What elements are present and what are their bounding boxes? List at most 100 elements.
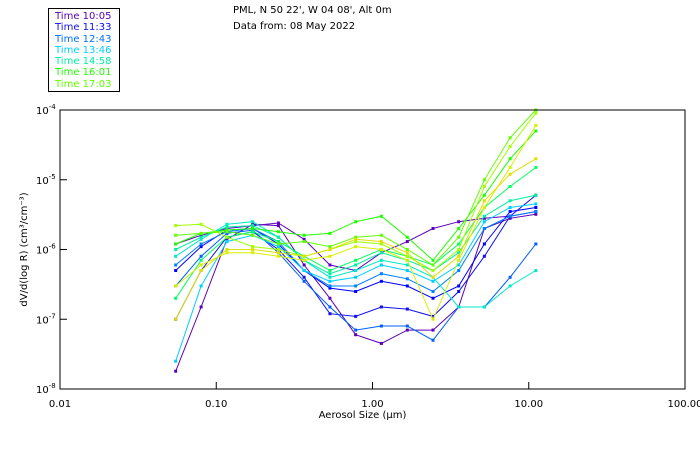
y-tick-label: 10-4 [36, 103, 56, 117]
data-point [405, 248, 409, 251]
data-point [199, 235, 203, 239]
data-point [354, 258, 358, 262]
data-point [534, 123, 538, 127]
data-point [431, 296, 435, 300]
data-point [174, 284, 178, 288]
data-point [534, 206, 538, 210]
data-point [482, 242, 486, 246]
data-point [457, 254, 461, 258]
data-point [405, 268, 409, 272]
data-point [457, 289, 461, 293]
data-point [508, 165, 512, 169]
data-point [457, 284, 461, 288]
data-point [199, 237, 203, 241]
x-tick-label: 1.00 [361, 399, 383, 410]
data-point [431, 328, 435, 332]
data-point [354, 284, 358, 288]
data-point [354, 328, 358, 332]
data-point [457, 235, 461, 239]
data-point [251, 233, 255, 237]
data-point [534, 129, 538, 133]
data-point [199, 263, 203, 267]
data-point [508, 172, 512, 176]
data-point [199, 242, 203, 246]
data-point [405, 307, 409, 311]
data-point [379, 272, 383, 276]
data-point [431, 338, 435, 342]
data-point [534, 111, 538, 115]
data-point [482, 305, 486, 309]
data-point [457, 258, 461, 262]
data-point [379, 279, 383, 283]
legend-entry: Time 14:58 [55, 56, 112, 68]
legend-entry: Time 16:01 [55, 67, 112, 79]
data-point [225, 248, 229, 251]
data-point [379, 233, 383, 237]
data-point [405, 240, 409, 244]
legend-entry: Time 17:03 [55, 78, 112, 90]
data-point [199, 305, 203, 309]
data-point [508, 210, 512, 214]
data-point [508, 275, 512, 279]
data-point [379, 263, 383, 267]
data-point [482, 216, 486, 220]
data-point [431, 314, 435, 318]
data-point [405, 277, 409, 281]
data-point [405, 254, 409, 258]
data-point [276, 235, 280, 239]
data-point [328, 312, 332, 316]
data-point [276, 245, 280, 249]
data-point [225, 225, 229, 229]
data-point [174, 248, 178, 251]
data-point [225, 251, 229, 255]
data-point [534, 193, 538, 197]
x-tick-label: 0.01 [49, 399, 71, 410]
data-point [276, 230, 280, 234]
data-point [379, 305, 383, 309]
y-tick-label: 10-7 [36, 312, 56, 326]
data-point [482, 193, 486, 197]
x-tick-label: 100.00 [668, 399, 700, 410]
data-point [302, 268, 306, 272]
data-point [508, 199, 512, 203]
data-point [328, 245, 332, 249]
data-point [379, 324, 383, 328]
data-point [199, 254, 203, 258]
series-line [175, 203, 536, 362]
data-point [225, 222, 229, 226]
data-point [354, 263, 358, 267]
data-point [276, 224, 280, 228]
data-point [174, 224, 178, 228]
data-point [302, 263, 306, 267]
data-point [534, 210, 538, 214]
data-point [379, 341, 383, 345]
data-point [251, 224, 255, 228]
data-point [508, 185, 512, 189]
data-point [405, 258, 409, 262]
data-point [379, 240, 383, 244]
data-point [354, 268, 358, 272]
legend-entry: Time 10:05 [55, 11, 112, 22]
data-point [379, 248, 383, 251]
data-point [379, 214, 383, 218]
x-tick-label: 10.00 [514, 399, 543, 410]
data-point [431, 289, 435, 293]
data-point [225, 235, 229, 239]
legend-entry: Time 12:43 [55, 33, 112, 45]
data-point [328, 254, 332, 258]
data-point [482, 206, 486, 210]
data-point [457, 251, 461, 255]
data-point [276, 240, 280, 244]
data-point [199, 258, 203, 262]
data-point [508, 144, 512, 148]
data-point [276, 221, 280, 225]
data-point [482, 214, 486, 218]
y-tick-label: 10-5 [36, 173, 56, 187]
data-point [354, 275, 358, 279]
data-point [174, 359, 178, 363]
data-point [302, 258, 306, 262]
data-point [431, 268, 435, 272]
data-point [328, 272, 332, 276]
data-point [199, 222, 203, 226]
